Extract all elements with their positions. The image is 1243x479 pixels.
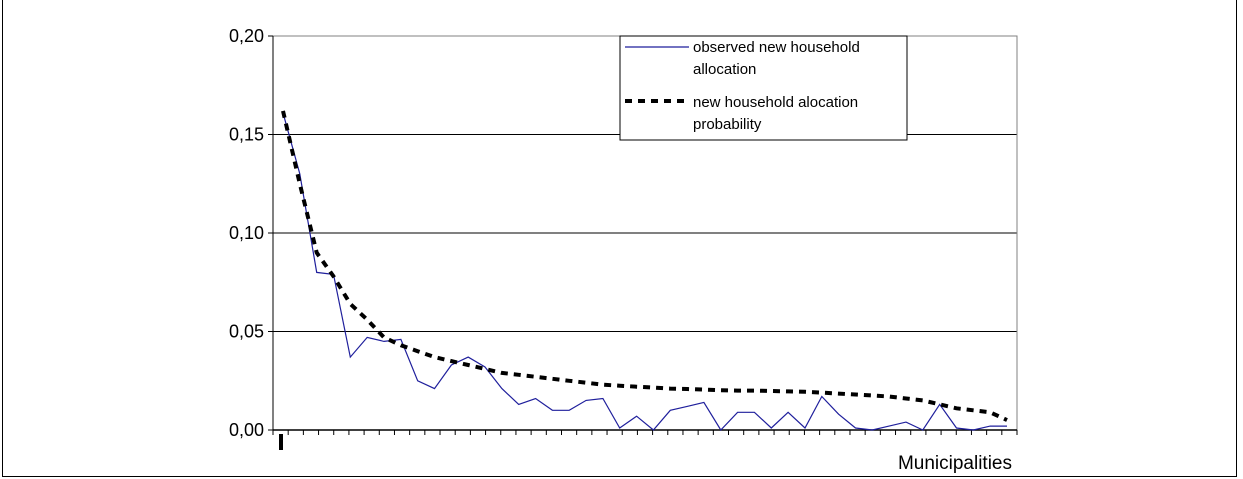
y-tick-label: 0,20 [229,26,264,46]
series-line-probability [281,110,1008,422]
legend: observed new household allocation new ho… [619,35,908,141]
y-tick-label: 0,00 [229,420,264,440]
y-tick-label: 0,10 [229,223,264,243]
series-layer [281,110,1008,431]
y-tick-label: 0,15 [229,125,264,145]
x-axis-label: Municipalities [898,453,1012,474]
legend-label-observed-line2: allocation [693,61,756,78]
x-axis [272,429,1018,450]
y-axis: 0,00 0,05 0,10 0,15 0,20 [229,26,274,440]
legend-label-probability-line2: probability [693,116,762,133]
x-origin-marker [279,434,283,450]
grid-lines [273,134,1017,332]
series-line-observed [282,112,1007,431]
y-tick-label: 0,05 [229,322,264,342]
legend-box [619,35,908,141]
legend-label-probability-line1: new household alocation [693,94,858,111]
legend-label-observed-line1: observed new household [693,39,860,56]
